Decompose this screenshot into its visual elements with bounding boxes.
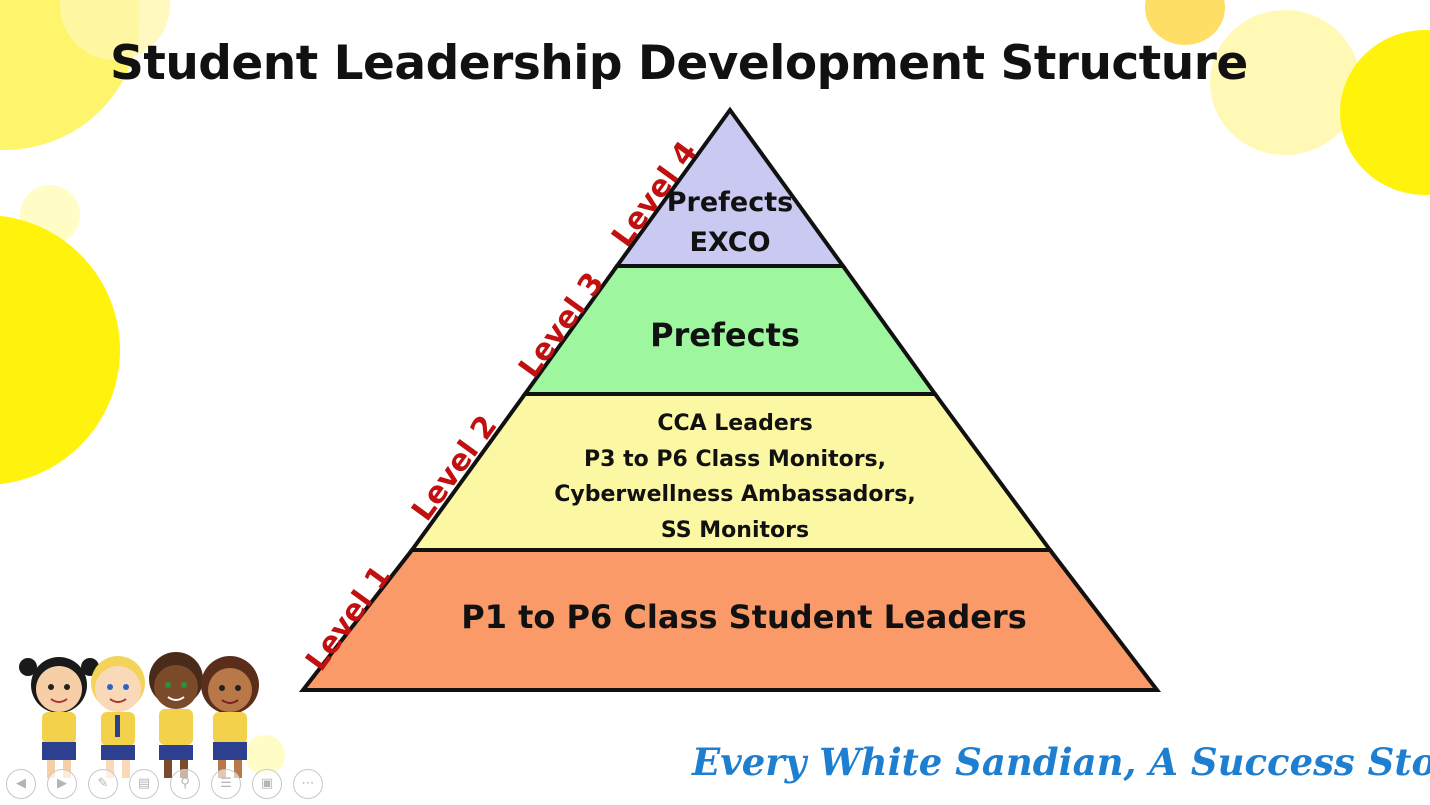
children-illustration	[19, 652, 259, 778]
video-icon[interactable]: ▣	[252, 769, 282, 799]
tier-1-shape	[298, 548, 1162, 692]
child-figure	[201, 656, 259, 778]
tier-2-line: CCA Leaders	[657, 411, 813, 436]
child-figure	[91, 656, 145, 778]
subtitles-icon[interactable]: ☰	[211, 769, 241, 799]
zoom-icon[interactable]: ⚲	[170, 769, 200, 799]
more-icon[interactable]: ⋯	[293, 769, 323, 799]
page-title: Student Leadership Development Structure	[110, 36, 1248, 91]
pen-icon[interactable]: ✎	[88, 769, 118, 799]
decor-circle	[1210, 10, 1360, 155]
slideshow-controls: ◀ ▶ ✎ ▤ ⚲ ☰ ▣ ⋯	[6, 769, 323, 799]
child-figure	[19, 657, 99, 778]
next-icon[interactable]: ▶	[47, 769, 77, 799]
tier-3-text: Prefects	[575, 313, 875, 357]
tier-4-line: Prefects	[666, 187, 794, 218]
tier-4-line: EXCO	[689, 227, 771, 258]
tagline: Every White Sandian, A Success Story	[692, 740, 1430, 784]
tier-1-line: P1 to P6 Class Student Leaders	[461, 598, 1027, 636]
tier-2-line: Cyberwellness Ambassadors,	[554, 482, 916, 507]
tier-2-line: SS Monitors	[660, 517, 810, 543]
tier-2-text: CCA Leaders P3 to P6 Class Monitors, Cyb…	[515, 406, 955, 548]
slides-icon[interactable]: ▤	[129, 769, 159, 799]
decor-circle	[245, 735, 285, 775]
child-figure	[149, 652, 203, 778]
tier-2-line: P3 to P6 Class Monitors,	[584, 446, 886, 472]
tier-1-text: P1 to P6 Class Student Leaders	[444, 595, 1044, 639]
tier-4-text: Prefects EXCO	[630, 183, 830, 263]
previous-icon[interactable]: ◀	[6, 769, 36, 799]
tier-3-line: Prefects	[650, 316, 800, 354]
